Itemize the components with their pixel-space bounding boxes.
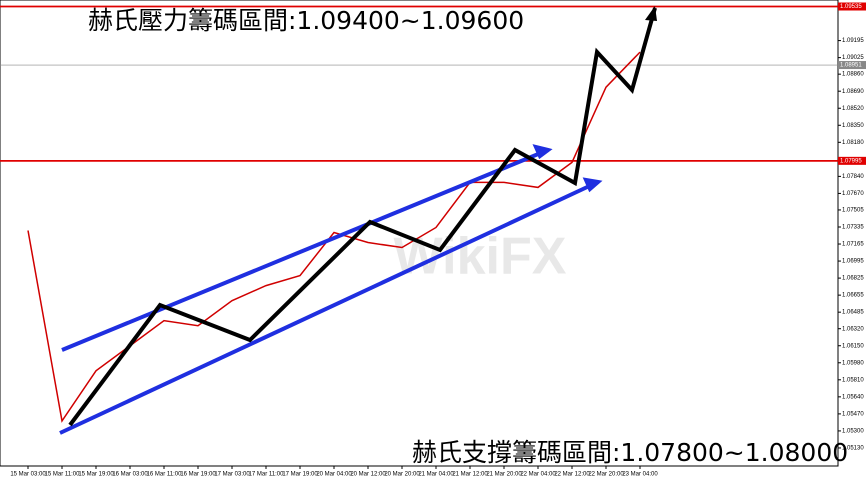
y-tick-label: 1.06825 <box>842 276 864 282</box>
y-tick-label: 1.08350 <box>842 123 864 129</box>
arrow-head <box>582 177 603 193</box>
level-box <box>838 61 866 70</box>
zigzag-path <box>68 7 657 427</box>
x-tick-label: 21 Mar 20:00 <box>486 472 522 478</box>
x-tick-label: 22 Mar 20:00 <box>588 472 624 478</box>
x-tick-label: 15 Mar 03:00 <box>10 472 46 478</box>
x-tick-label: 15 Mar 11:00 <box>45 472 81 478</box>
y-tick-label: 1.08180 <box>842 140 864 146</box>
level-label: 1.08951 <box>840 63 862 69</box>
x-tick-label: 17 Mar 19:00 <box>282 472 318 478</box>
y-tick-label: 1.07165 <box>842 242 864 248</box>
x-tick-label: 20 Mar 04:00 <box>316 472 352 478</box>
y-tick-label: 1.06320 <box>842 326 864 332</box>
x-tick-label: 22 Mar 12:00 <box>554 472 590 478</box>
y-tick-label: 1.07505 <box>842 208 864 214</box>
y-tick-label: 1.05470 <box>842 411 864 417</box>
x-tick-label: 21 Mar 12:00 <box>452 472 488 478</box>
y-tick-label: 1.08520 <box>842 106 864 112</box>
level-label: 1.09535 <box>840 4 862 10</box>
x-tick-label: 16 Mar 19:00 <box>180 472 216 478</box>
level-box <box>838 2 866 11</box>
x-tick-label: 22 Mar 04:00 <box>520 472 556 478</box>
x-tick-label: 20 Mar 20:00 <box>384 472 420 478</box>
y-tick-label: 1.06655 <box>842 293 864 299</box>
y-tick-label: 1.07670 <box>842 191 864 197</box>
y-tick-label: 1.07335 <box>842 225 864 231</box>
arrow-head <box>532 144 553 160</box>
x-tick-label: 17 Mar 03:00 <box>214 472 250 478</box>
upper-trendline <box>61 148 549 352</box>
y-tick-label: 1.09025 <box>842 55 864 61</box>
x-tick-label: 21 Mar 04:00 <box>418 472 454 478</box>
x-tick-label: 20 Mar 12:00 <box>350 472 386 478</box>
y-tick-label: 1.09195 <box>842 38 864 44</box>
x-tick-label: 23 Mar 04:00 <box>622 472 658 478</box>
level-label: 1.07995 <box>840 158 862 164</box>
level-box <box>838 156 866 165</box>
x-tick-label: 15 Mar 19:00 <box>78 472 114 478</box>
lower-trendline <box>59 180 599 435</box>
resistance-annotation: 赫氏壓力籌碼區間:1.09400~1.09600 <box>88 6 524 35</box>
y-tick-label: 1.08690 <box>842 89 864 95</box>
y-tick-label: 1.06995 <box>842 259 864 265</box>
support-annotation: 赫氏支撐籌碼區間:1.07800~1.08000 <box>412 438 848 467</box>
y-tick-label: 1.06485 <box>842 310 864 316</box>
y-tick-label: 1.08860 <box>842 72 864 78</box>
y-tick-label: 1.05130 <box>842 446 864 452</box>
plot-frame <box>0 0 839 467</box>
y-tick-label: 1.05980 <box>842 360 864 366</box>
x-tick-label: 16 Mar 03:00 <box>112 472 148 478</box>
y-tick-label: 1.07840 <box>842 174 864 180</box>
y-tick-label: 1.06150 <box>842 343 864 349</box>
y-tick-label: 1.05640 <box>842 394 864 400</box>
x-tick-label: 17 Mar 11:00 <box>249 472 285 478</box>
channel <box>59 144 603 435</box>
arrow-head <box>645 6 657 21</box>
y-tick-label: 1.05810 <box>842 377 864 383</box>
y-tick-label: 1.05300 <box>842 429 864 435</box>
x-tick-label: 16 Mar 11:00 <box>147 472 183 478</box>
